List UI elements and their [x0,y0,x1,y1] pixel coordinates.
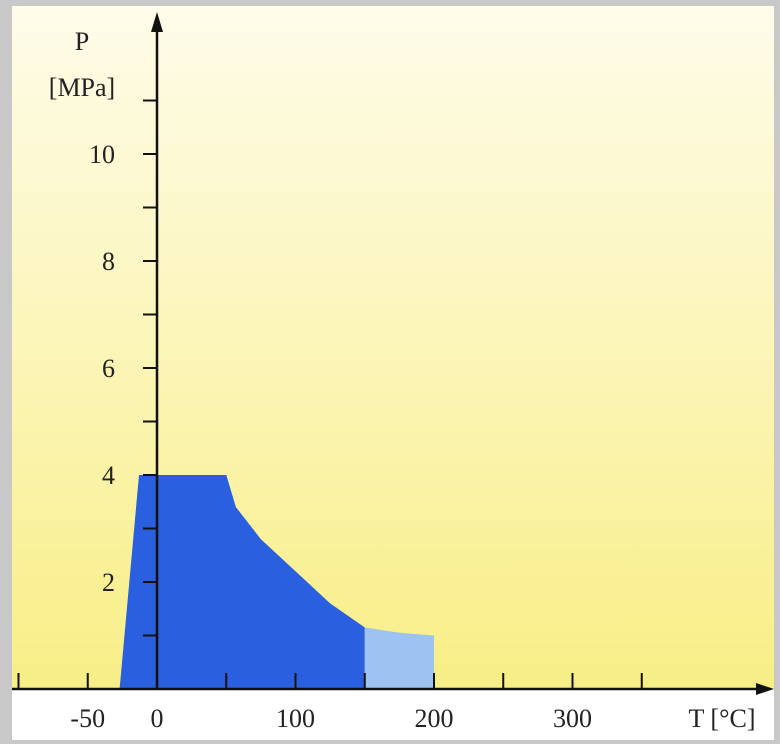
y-tick-label: 4 [102,461,115,490]
labels-layer: P [MPa] T [°C] [49,27,756,733]
y-tick-label: 6 [102,354,115,383]
x-tick-label: 200 [415,704,454,733]
y-tick-label: 10 [89,140,115,169]
chart-frame: -50 0 100 200 300 2 4 6 8 10 P [MPa] T [°C] [12,6,774,740]
y-tick-label: 8 [102,247,115,276]
pressure-temperature-chart: -50 0 100 200 300 2 4 6 8 10 P [MPa] T [°C] [12,6,774,740]
area-series-1 [119,475,365,689]
area-series-2 [364,627,434,689]
plot-background [12,6,774,689]
area-layer [119,475,434,689]
y-axis-arrow [151,12,163,32]
axes-layer: -50 0 100 200 300 2 4 6 8 10 [12,12,774,733]
x-tick-label: 0 [151,704,164,733]
y-axis-title-unit: [MPa] [49,73,115,102]
x-tick-label: -50 [70,704,105,733]
x-axis-arrow [756,683,774,695]
y-axis-title-symbol: P [75,27,89,56]
x-axis-title: T [°C] [689,704,756,733]
y-tick-label: 2 [102,568,115,597]
x-axis-band [12,689,774,740]
x-tick-label: 100 [276,704,315,733]
x-tick-label: 300 [553,704,592,733]
